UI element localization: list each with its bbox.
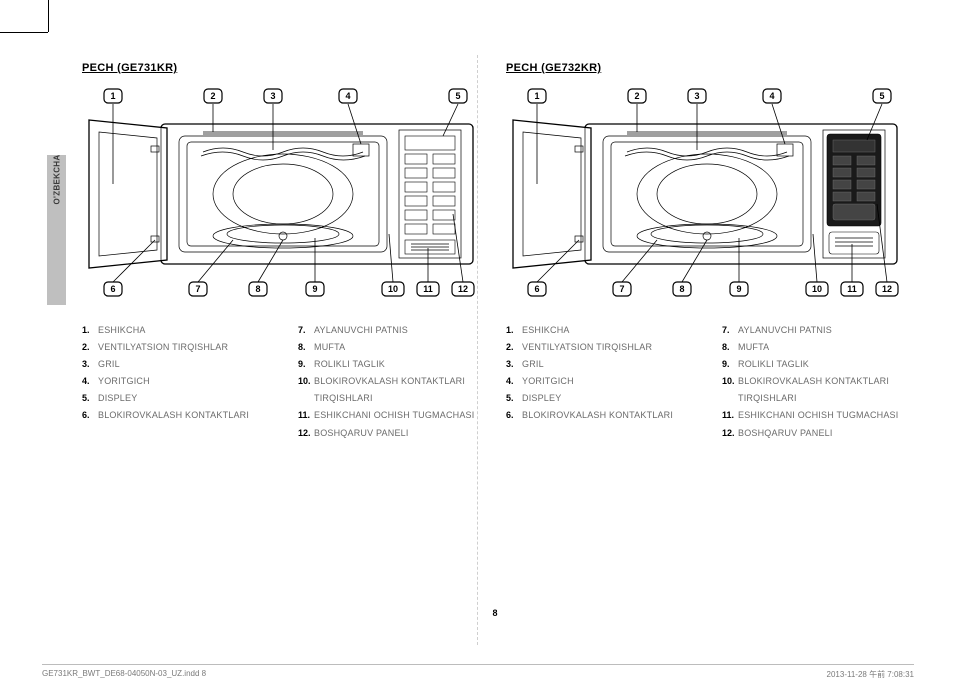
callouts-top: 1 2 3 4 5 [104,89,467,103]
svg-text:2: 2 [210,91,215,101]
callouts-bottom: 6 7 8 9 10 11 12 [104,282,474,296]
column-left: PECH (GE731KR) [82,62,484,442]
svg-text:1: 1 [534,91,539,101]
svg-text:3: 3 [694,91,699,101]
column-right: PECH (GE732KR) [506,62,908,442]
svg-text:4: 4 [769,91,774,101]
footer: GE731KR_BWT_DE68-04050N-03_UZ.indd 8 201… [42,664,914,680]
svg-text:9: 9 [736,284,741,294]
svg-text:7: 7 [195,284,200,294]
svg-text:12: 12 [882,284,892,294]
svg-text:6: 6 [110,284,115,294]
oven-diagram: 1 2 3 4 5 6 7 8 9 10 11 12 [506,84,908,304]
svg-text:8: 8 [679,284,684,294]
svg-text:9: 9 [312,284,317,294]
oven-diagram: 1 2 3 4 5 6 7 8 9 10 11 12 [82,84,484,304]
parts-list: 1.ESHIKCHA 2.VENTILYATSION TIRQISHLAR 3.… [82,322,484,442]
parts-col-left: 1.ESHIKCHA 2.VENTILYATSION TIRQISHLAR 3.… [506,322,692,442]
page-content: PECH (GE731KR) [82,62,908,640]
svg-text:5: 5 [455,91,460,101]
section-title: PECH (GE731KR) [82,62,484,74]
callouts-top: 1 2 3 4 5 [528,89,891,103]
section-title: PECH (GE732KR) [506,62,908,74]
parts-col-left: 1.ESHIKCHA 2.VENTILYATSION TIRQISHLAR 3.… [82,322,268,442]
svg-text:10: 10 [388,284,398,294]
two-column-layout: PECH (GE731KR) [82,62,908,442]
svg-text:4: 4 [345,91,350,101]
svg-text:1: 1 [110,91,115,101]
page-number: 8 [492,608,497,618]
svg-text:11: 11 [423,284,433,294]
oven-svg: 1 2 3 4 5 6 7 8 9 10 11 12 [82,84,484,304]
callouts-bottom: 6 7 8 9 10 11 12 [528,282,898,296]
oven-svg: 1 2 3 4 5 6 7 8 9 10 11 12 [506,84,908,304]
svg-text:5: 5 [879,91,884,101]
footer-left: GE731KR_BWT_DE68-04050N-03_UZ.indd 8 [42,669,206,680]
svg-text:8: 8 [255,284,260,294]
parts-col-right: 7.AYLANUVCHI PATNIS 8.MUFTA 9.ROLIKLI TA… [722,322,908,442]
svg-text:2: 2 [634,91,639,101]
parts-list: 1.ESHIKCHA 2.VENTILYATSION TIRQISHLAR 3.… [506,322,908,442]
language-tab: O'ZBEKCHA [47,155,66,305]
svg-text:3: 3 [270,91,275,101]
footer-right: 2013-11-28 午前 7:08:31 [827,669,914,680]
parts-col-right: 7.AYLANUVCHI PATNIS 8.MUFTA 9.ROLIKLI TA… [298,322,484,442]
svg-text:10: 10 [812,284,822,294]
svg-text:11: 11 [847,284,857,294]
svg-text:6: 6 [534,284,539,294]
svg-text:12: 12 [458,284,468,294]
svg-text:7: 7 [619,284,624,294]
language-label: O'ZBEKCHA [52,155,61,205]
